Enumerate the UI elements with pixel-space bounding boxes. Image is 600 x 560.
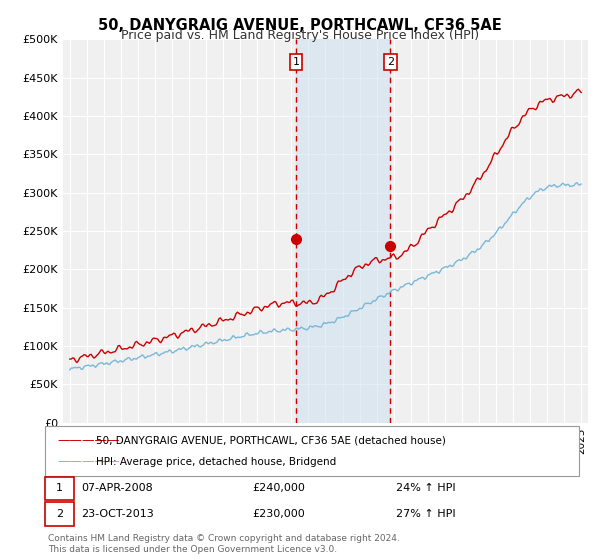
Text: 50, DANYGRAIG AVENUE, PORTHCAWL, CF36 5AE (detached house): 50, DANYGRAIG AVENUE, PORTHCAWL, CF36 5A…: [96, 436, 446, 446]
Text: 23-OCT-2013: 23-OCT-2013: [81, 509, 154, 519]
Text: 2: 2: [56, 509, 63, 519]
Text: Contains HM Land Registry data © Crown copyright and database right 2024.: Contains HM Land Registry data © Crown c…: [48, 534, 400, 543]
Text: —————: —————: [57, 435, 119, 447]
Text: HPI: Average price, detached house, Bridgend: HPI: Average price, detached house, Brid…: [96, 457, 336, 467]
Text: 50, DANYGRAIG AVENUE, PORTHCAWL, CF36 5AE: 50, DANYGRAIG AVENUE, PORTHCAWL, CF36 5A…: [98, 18, 502, 33]
Text: 07-APR-2008: 07-APR-2008: [81, 483, 153, 493]
Text: This data is licensed under the Open Government Licence v3.0.: This data is licensed under the Open Gov…: [48, 545, 337, 554]
Text: £240,000: £240,000: [252, 483, 305, 493]
Text: 27% ↑ HPI: 27% ↑ HPI: [396, 509, 455, 519]
Text: 24% ↑ HPI: 24% ↑ HPI: [396, 483, 455, 493]
Text: Price paid vs. HM Land Registry's House Price Index (HPI): Price paid vs. HM Land Registry's House …: [121, 29, 479, 42]
Bar: [296, 39, 391, 423]
Text: 1: 1: [293, 57, 299, 67]
Text: 1: 1: [56, 483, 63, 493]
Text: £230,000: £230,000: [252, 509, 305, 519]
Text: —————: —————: [57, 455, 119, 469]
Text: 2: 2: [387, 57, 394, 67]
